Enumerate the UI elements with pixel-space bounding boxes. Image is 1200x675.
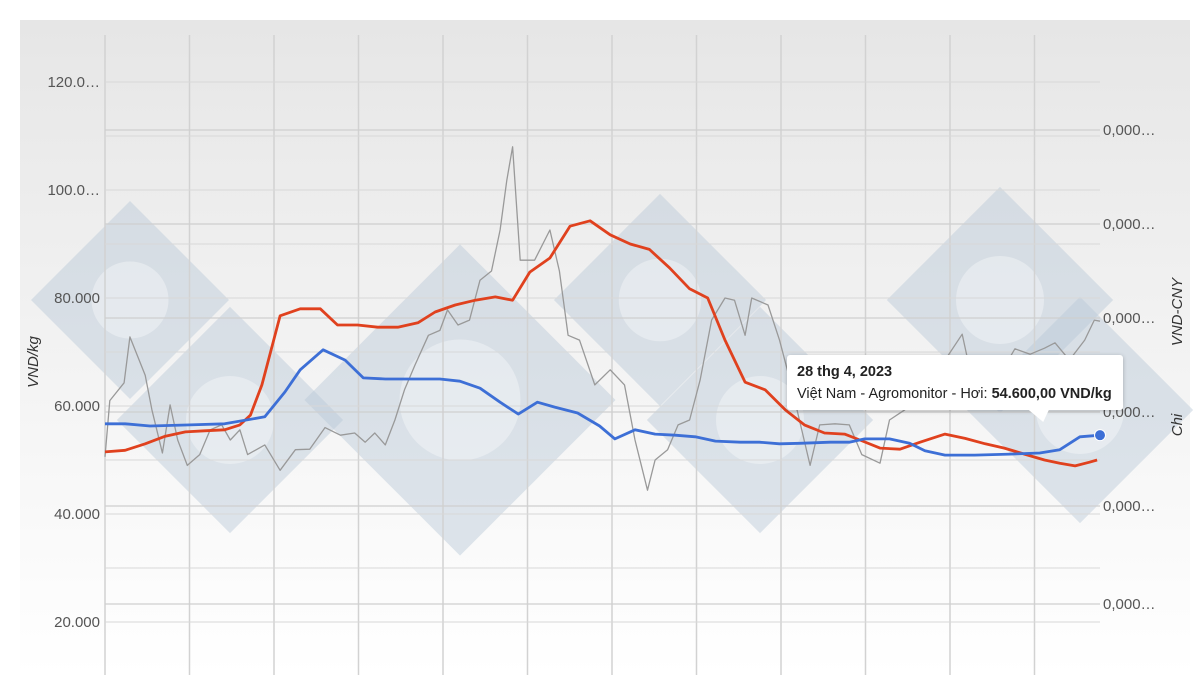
watermark-circle bbox=[618, 258, 702, 342]
y-tick-label-left: 40.000 bbox=[54, 506, 100, 523]
watermark-circle bbox=[91, 261, 169, 339]
watermark-circle bbox=[186, 376, 274, 464]
tooltip-date: 28 thg 4, 2023 bbox=[797, 364, 893, 380]
y-tick-label-right: 0,000… bbox=[1103, 498, 1156, 515]
y-tick-label-right: 0,000… bbox=[1103, 216, 1156, 233]
highlighted-point bbox=[1094, 429, 1106, 442]
y-axis-title-right: VND-CNY bbox=[1169, 277, 1186, 346]
y-tick-label-left: 120.0… bbox=[47, 74, 100, 91]
y-tick-label-right: 0,000… bbox=[1103, 596, 1156, 613]
watermark-diamond bbox=[304, 244, 616, 556]
chart-background bbox=[20, 20, 1190, 675]
y-tick-label-left: 20.000 bbox=[54, 614, 100, 631]
y-tick-label-right: 0,000… bbox=[1103, 122, 1156, 139]
watermark-circle bbox=[399, 339, 521, 461]
tooltip-series-label: Việt Nam - Agromonitor - Hơi: bbox=[797, 386, 988, 402]
y-axis-title-left: VND/kg bbox=[25, 336, 42, 388]
tooltip: 28 thg 4, 2023 Việt Nam - Agromonitor - … bbox=[787, 355, 1123, 410]
watermark-logo bbox=[31, 186, 1194, 556]
series-line-1 bbox=[105, 348, 1101, 457]
tooltip-value: 54.600,00 VND/kg bbox=[991, 386, 1112, 402]
y-tick-label-left: 60.000 bbox=[54, 398, 100, 415]
y-axis-title-right-extra: Chi bbox=[1169, 413, 1186, 436]
y-tick-label-left: 100.0… bbox=[47, 182, 100, 199]
series-line-0 bbox=[104, 219, 1098, 468]
watermark-diamond bbox=[116, 306, 344, 534]
y-tick-label-left: 80.000 bbox=[54, 290, 100, 307]
watermark-circle bbox=[956, 256, 1044, 344]
y-tick-label-right: 0,000… bbox=[1103, 310, 1156, 327]
